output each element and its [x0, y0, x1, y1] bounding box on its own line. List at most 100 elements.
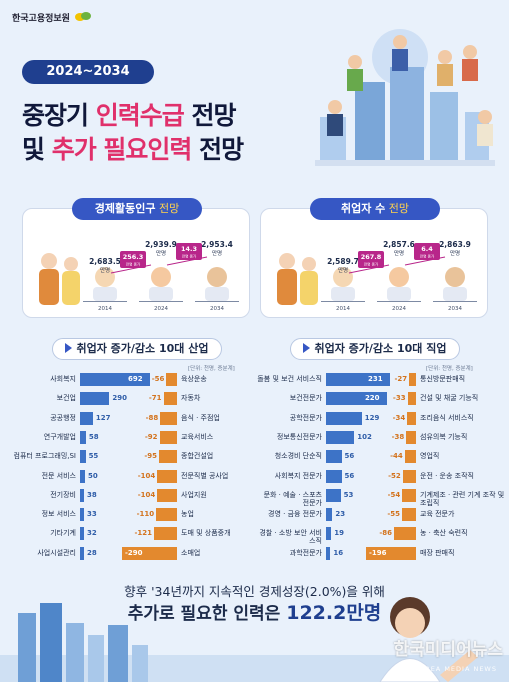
increase-label: 보건전문가: [289, 394, 322, 403]
increase-bar: [326, 546, 331, 560]
decrease-bar: [404, 450, 416, 464]
increase-bar: [326, 508, 333, 522]
increment-arrow: [110, 264, 152, 274]
decrease-value: -54: [387, 490, 401, 499]
increase-label: 경찰 · 소방 보안 서비스직: [259, 529, 322, 546]
decrease-bar: [159, 430, 177, 444]
decrease-value: -34: [392, 413, 406, 422]
city-skyline-illustration: [0, 597, 509, 682]
decrease-value: -196: [369, 548, 387, 557]
decrease-label: 사업지원: [181, 490, 207, 499]
baseline: [139, 301, 183, 302]
increment-arrow: [348, 264, 390, 274]
increase-label: 돌봄 및 보건 서비스직: [257, 375, 322, 383]
increase-value: 102: [357, 432, 372, 441]
increase-bar: [80, 373, 150, 386]
baseline: [433, 301, 477, 302]
title-highlight: 추가 필요인력: [51, 135, 193, 164]
increase-value: 53: [343, 490, 354, 499]
increase-bar: [80, 411, 93, 425]
footer-note: 향후 '34년까지 지속적인 경제성장(2.0%)을 위해: [124, 584, 385, 599]
increment-arrow: [404, 256, 446, 266]
increase-bar: [326, 430, 355, 444]
footer-headline-text: 추가로 필요한 인력은: [127, 604, 287, 624]
title-text: 중장기: [22, 101, 96, 130]
unit-label: 만명: [100, 266, 110, 274]
person-icon: [64, 257, 78, 271]
years-badge: 2024~2034: [22, 60, 154, 84]
increase-label: 경영 · 금융 전문가: [268, 510, 322, 519]
decrease-label: 운전 · 운송 조작직: [420, 471, 474, 480]
decrease-label: 건설 및 채굴 기능직: [420, 394, 479, 403]
increase-value: 56: [344, 471, 355, 480]
industry-unit-note: [단위: 천명, 증분계]: [188, 366, 235, 372]
workers-illustration: [315, 29, 495, 166]
org-logo: 한국고용정보원: [12, 10, 92, 24]
increase-value: 127: [95, 413, 111, 422]
increase-label: 전문 서비스: [41, 471, 76, 480]
value-label: 2,683.5: [89, 257, 121, 266]
decrease-label: 교육 전문가: [420, 510, 455, 519]
increase-label: 사회복지 전문가: [274, 471, 322, 480]
section-title-text: 취업자 증가/감소 10대 산업: [76, 342, 209, 355]
increment-value: 256.3: [123, 253, 144, 261]
increase-value: 56: [344, 452, 355, 461]
panel-title-main: 취업자 수: [340, 202, 386, 215]
decrease-value: -44: [390, 452, 403, 461]
title-text: 및: [22, 135, 52, 164]
decrease-bar: [402, 488, 416, 502]
title-highlight: 인력수급: [95, 101, 185, 130]
increase-bar: [80, 469, 86, 483]
labor-force-title: 경제활동인구 전망: [72, 198, 202, 220]
decrease-bar: [407, 392, 416, 406]
value-label: 2,953.4: [201, 240, 233, 249]
person-icon: [277, 269, 297, 305]
decrease-value: -290: [125, 548, 143, 557]
person-icon: [62, 271, 80, 305]
person-body-icon: [93, 287, 117, 301]
person-icon: [279, 253, 295, 269]
increase-label: 정보 서비스: [41, 510, 76, 519]
increase-bar: [80, 527, 84, 541]
increment-box: [120, 251, 146, 268]
decrease-value: -92: [144, 432, 158, 441]
decrease-bar: [409, 373, 416, 386]
decrease-value: -33: [392, 394, 406, 403]
year-label: 2024: [154, 306, 168, 312]
increase-bar: [80, 546, 84, 560]
person-body-icon: [443, 287, 467, 301]
person-body-icon: [331, 287, 355, 301]
play-arrow-icon: [303, 343, 311, 353]
decrease-label: 농업: [181, 510, 194, 519]
person-icon: [39, 269, 59, 305]
title-line-1: 중장기 인력수급 전망: [22, 96, 236, 132]
decrease-bar: [407, 411, 416, 425]
increase-value: 32: [87, 529, 97, 538]
increase-value: 23: [335, 510, 346, 519]
watermark: 한국미디어뉴스: [393, 640, 503, 660]
occupation-section-title: 취업자 증가/감소 10대 직업: [290, 338, 460, 360]
decrease-label: 육상운송: [181, 375, 207, 383]
decrease-label: 통신방문판매직: [420, 375, 466, 383]
decrease-label: 섬유의복 기능직: [420, 432, 468, 441]
unit-label: 만명: [156, 249, 166, 257]
year-label: 2034: [448, 306, 462, 312]
title-text: 전망: [183, 101, 236, 130]
increase-label: 과학전문가: [289, 548, 322, 557]
person-icon: [300, 271, 318, 305]
increase-bar: [80, 430, 86, 444]
increase-bar: [326, 488, 341, 502]
decrease-label: 조리음식 서비스직: [420, 413, 474, 422]
increase-bar: [80, 508, 84, 522]
unit-label: 만명: [212, 249, 222, 257]
occupation-unit-note: [단위: 천명, 증분계]: [426, 366, 473, 372]
increase-value: 220: [364, 394, 380, 403]
increase-bar: [326, 527, 332, 541]
unit-label: 만명: [338, 266, 348, 274]
increase-label: 정보통신전문가: [276, 432, 322, 441]
decrease-value: -56: [151, 375, 165, 383]
section-title-text: 취업자 증가/감소 10대 직업: [314, 342, 447, 355]
decrease-value: -86: [379, 529, 393, 538]
decrease-label: 소매업: [181, 548, 201, 557]
increase-bar: [80, 392, 110, 406]
